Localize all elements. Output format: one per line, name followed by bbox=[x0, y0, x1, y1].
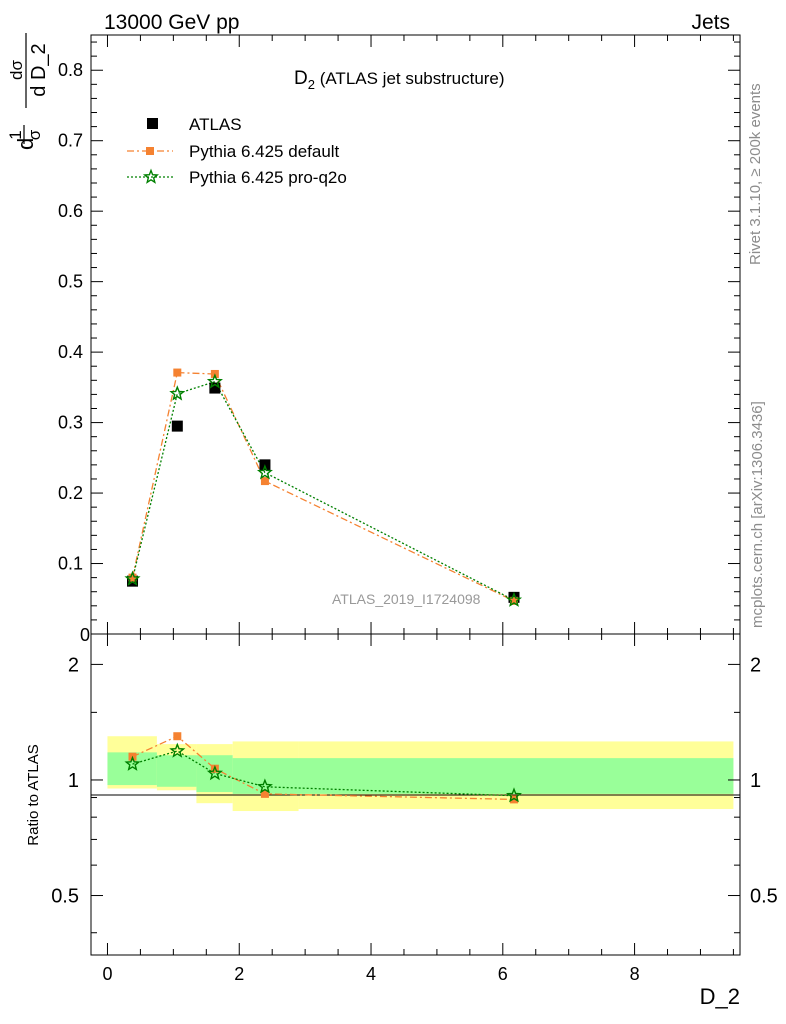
main-ytick-label: 0.4 bbox=[58, 342, 83, 362]
main-point bbox=[260, 477, 269, 486]
ratio-marks bbox=[124, 732, 523, 804]
legend-marker-default bbox=[146, 147, 154, 155]
header-left: 13000 GeV pp bbox=[104, 11, 239, 34]
ratio-band-green bbox=[196, 755, 233, 793]
legend-marker-atlas bbox=[147, 118, 158, 129]
ratio-series-line bbox=[132, 735, 515, 801]
main-ytick-labels: 0.1 0.2 0.3 0.4 0.5 0.6 0.7 0.8 bbox=[58, 60, 83, 573]
ratio-frame bbox=[90, 633, 741, 956]
ratio-point bbox=[124, 755, 141, 771]
ratio-ytick-label-right: 0.5 bbox=[750, 886, 778, 908]
watermark: ATLAS_2019_I1724098 bbox=[332, 591, 481, 607]
ratio-point bbox=[256, 778, 273, 794]
ratio-point bbox=[206, 764, 223, 781]
ratio-tick-labels: 0 2 4 6 8 0.5 0.5 1 1 2 2 bbox=[51, 654, 778, 984]
ylabel-one: 1 bbox=[6, 130, 25, 139]
main-panel: 0.1 0.2 0.3 0.4 0.5 0.6 0.7 0.8 0 D2 (ATLAS jet… bbox=[6, 33, 741, 645]
main-point bbox=[505, 591, 523, 607]
main-point bbox=[173, 368, 182, 377]
main-point bbox=[124, 570, 141, 586]
main-series-line bbox=[131, 380, 515, 601]
chart-title: D2 (ATLAS jet substructure) bbox=[294, 68, 505, 92]
main-ytick-label: 0.1 bbox=[58, 554, 83, 574]
ylabel-sigma: σ bbox=[25, 129, 44, 140]
ratio-ticks bbox=[91, 634, 740, 955]
main-point bbox=[256, 464, 273, 480]
main-ytick-label: 0.2 bbox=[58, 483, 83, 503]
main-marks bbox=[124, 368, 523, 607]
legend-label-proq2o: Pythia 6.425 pro-q2o bbox=[189, 168, 347, 187]
ratio-point bbox=[505, 787, 523, 803]
x-axis-label: D_2 bbox=[700, 984, 740, 1009]
ratio-point bbox=[173, 732, 182, 741]
ylabel-d: d bbox=[13, 138, 38, 150]
ratio-point bbox=[169, 742, 186, 758]
ratio-xtick-label: 2 bbox=[234, 964, 244, 984]
ylabel-dsig-den: d D_2 bbox=[28, 43, 50, 96]
ratio-xtick-label: 4 bbox=[366, 964, 376, 984]
legend-label-atlas: ATLAS bbox=[189, 115, 242, 134]
main-ytick-label: 0.8 bbox=[58, 60, 83, 80]
ratio-ytick-label-right: 1 bbox=[750, 770, 761, 792]
ratio-ytick-label-right: 2 bbox=[750, 654, 761, 676]
ratio-series-line bbox=[132, 750, 515, 797]
main-point bbox=[128, 573, 137, 582]
ratio-xtick-label: 0 bbox=[102, 964, 112, 984]
rivet-label: Rivet 3.1.10, ≥ 200k events bbox=[747, 83, 764, 265]
ratio-bands bbox=[107, 736, 734, 812]
main-ytick-label: 0.5 bbox=[58, 272, 83, 292]
legend-star-shape bbox=[142, 168, 160, 184]
main-point bbox=[209, 382, 221, 394]
ratio-band-green bbox=[156, 755, 197, 787]
main-ytick-label: 0.6 bbox=[58, 201, 83, 221]
mcplots-label: mcplots.cern.ch [arXiv:1306.3436] bbox=[749, 401, 766, 628]
main-series-line bbox=[131, 371, 515, 602]
main-point bbox=[171, 420, 183, 432]
ratio-ytick-label-left: 2 bbox=[68, 654, 79, 676]
legend-marker-proq2o bbox=[142, 168, 160, 184]
main-ticks bbox=[91, 35, 740, 634]
ratio-band-green bbox=[232, 758, 734, 794]
header-right: Jets bbox=[691, 11, 730, 34]
main-point bbox=[510, 596, 519, 605]
ratio-ytick-label-left: 0.5 bbox=[51, 886, 79, 908]
main-ytick-label: 0.3 bbox=[58, 413, 83, 433]
legend-label-default: Pythia 6.425 default bbox=[189, 142, 340, 161]
main-ytick-label: 0.7 bbox=[58, 131, 83, 151]
ratio-point bbox=[510, 795, 519, 804]
ratio-xtick-label: 6 bbox=[498, 964, 508, 984]
ratio-xtick-label: 8 bbox=[630, 964, 640, 984]
ratio-point bbox=[260, 789, 269, 798]
legend: ATLAS Pythia 6.425 default Pythia 6.425 … bbox=[127, 115, 347, 187]
main-ylabel: d 1 σ dσ d D_2 bbox=[6, 33, 50, 150]
ratio-ylabel: Ratio to ATLAS bbox=[25, 744, 42, 845]
ratio-ytick-label-left: 1 bbox=[68, 770, 79, 792]
ylabel-dsig-num: dσ bbox=[7, 60, 26, 80]
ratio-panel: 0 2 4 6 8 0.5 0.5 1 1 2 2 Ratio to ATLAS D_2 bbox=[25, 633, 778, 1009]
main-ytick-zero: 0 bbox=[80, 625, 90, 645]
main-point bbox=[169, 385, 186, 401]
main-point bbox=[206, 373, 223, 389]
